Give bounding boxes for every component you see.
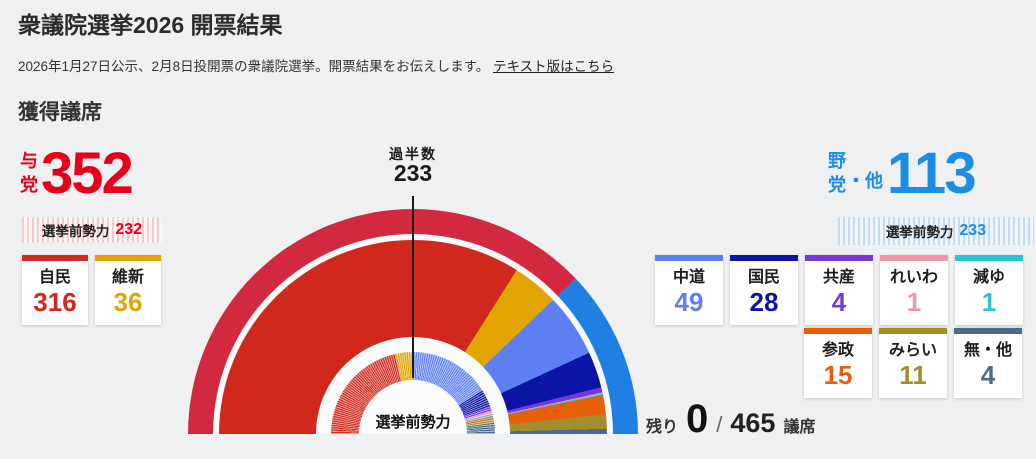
opposition-party-cards-row1: 中道 49 国民 28 共産 4 れいわ 1 減ゆ 1 — [655, 255, 1023, 326]
party-seats: 36 — [113, 287, 143, 318]
party-card: れいわ 1 — [880, 255, 948, 326]
subtitle-text: 2026年1月27日公示、2月8日投開票の衆議院選挙。開票結果をお伝えします。 — [18, 59, 490, 74]
opposition-bloc-label: 野 党 — [828, 151, 846, 195]
ruling-pre-election-badge: 選挙前勢力 232 — [22, 217, 162, 243]
total-seats: 465 — [730, 408, 776, 438]
opposition-pre-election-badge: 選挙前勢力 233 — [838, 217, 1034, 245]
remaining-seats-summary: 残り 0 / 465 議席 — [646, 399, 815, 439]
party-seats: 49 — [674, 287, 704, 318]
party-card: 中道 49 — [655, 255, 723, 326]
remaining-label: 残り — [646, 419, 679, 436]
party-color-bar — [955, 255, 1023, 261]
opposition-bloc-seats: 113 — [887, 141, 977, 206]
ruling-party-cards: 自民 316 維新 36 — [22, 255, 161, 326]
pre-election-label: 選挙前勢力 — [41, 224, 110, 239]
party-name: 参政 — [821, 342, 854, 359]
opposition-party-cards-row2: 参政 15 みらい 11 無・他 4 — [804, 328, 1022, 399]
party-seats: 316 — [33, 287, 77, 318]
party-name: 中道 — [672, 269, 705, 286]
party-color-bar — [655, 255, 723, 261]
pre-election-label: 選挙前勢力 — [885, 225, 954, 240]
party-name: 共産 — [822, 269, 855, 286]
party-card: 自民 316 — [22, 255, 88, 326]
party-card: 参政 15 — [804, 328, 872, 399]
party-name: 減ゆ — [972, 269, 1005, 286]
majority-label: 過半数 — [389, 146, 437, 162]
party-seats: 15 — [823, 360, 853, 391]
party-color-bar — [804, 328, 872, 334]
party-seats: 4 — [980, 360, 996, 391]
party-seats: 1 — [906, 287, 922, 318]
opposition-pre-election-value: 233 — [959, 222, 987, 239]
majority-value: 233 — [393, 160, 433, 186]
ruling-bloc-headline: 与 党 352 — [20, 141, 134, 206]
party-color-bar — [880, 255, 948, 261]
party-color-bar — [730, 255, 798, 261]
remaining-value: 0 — [686, 397, 709, 441]
party-card: 共産 4 — [805, 255, 873, 326]
party-name: 無・他 — [963, 342, 1012, 359]
party-name: 維新 — [111, 269, 144, 286]
party-seats: 1 — [981, 287, 997, 318]
party-name: れいわ — [889, 269, 938, 286]
party-card: 国民 28 — [730, 255, 798, 326]
ruling-bloc-seats: 352 — [41, 141, 134, 206]
party-card: 維新 36 — [95, 255, 161, 326]
party-name: みらい — [888, 342, 937, 359]
party-card: 無・他 4 — [954, 328, 1022, 399]
party-color-bar — [954, 328, 1022, 334]
slash-separator: / — [716, 412, 723, 437]
seats-unit: 議席 — [783, 419, 816, 436]
party-color-bar — [879, 328, 947, 334]
party-name: 自民 — [38, 269, 71, 286]
party-color-bar — [95, 255, 161, 261]
text-version-link[interactable]: テキスト版はこちら — [493, 59, 615, 74]
party-color-bar — [22, 255, 88, 261]
majority-marker-line — [412, 196, 414, 378]
opposition-bloc-headline: 野 党 ・他 113 — [828, 141, 977, 206]
page-title: 衆議院選挙2026 開票結果 — [18, 12, 283, 38]
page-subtitle: 2026年1月27日公示、2月8日投開票の衆議院選挙。開票結果をお伝えします。 … — [18, 55, 614, 75]
party-seats: 11 — [899, 360, 927, 391]
party-color-bar — [805, 255, 873, 261]
party-card: みらい 11 — [879, 328, 947, 399]
chart-rings — [184, 205, 642, 434]
section-title-seats-won: 獲得議席 — [18, 101, 102, 124]
ruling-bloc-label: 与 党 — [20, 151, 38, 195]
opposition-bloc-suffix: ・他 — [847, 170, 883, 191]
seat-chart: 過半数 233 選挙前勢力 — [184, 140, 642, 459]
party-card: 減ゆ 1 — [955, 255, 1023, 326]
party-seats: 4 — [831, 287, 847, 318]
party-seats: 28 — [749, 287, 779, 318]
ruling-pre-election-value: 232 — [115, 221, 143, 238]
pre-election-ring-label: 選挙前勢力 — [375, 414, 451, 431]
party-name: 国民 — [747, 269, 780, 286]
